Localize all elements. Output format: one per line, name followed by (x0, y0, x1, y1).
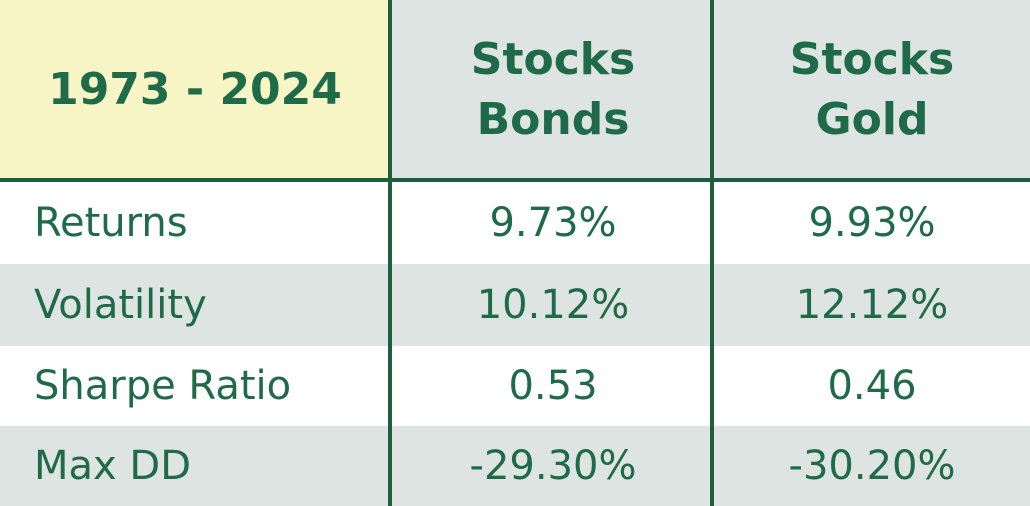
value-cell: 9.73% (392, 182, 714, 264)
column-header-line: Stocks (789, 34, 955, 85)
column-header-line: Stocks (470, 34, 636, 85)
row-label: Max DD (0, 426, 392, 506)
value-cell: 0.46 (714, 346, 1030, 426)
value-cell: 10.12% (392, 264, 714, 346)
column-header-line: Gold (815, 94, 929, 145)
value-cell: 12.12% (714, 264, 1030, 346)
value-cell: 9.93% (714, 182, 1030, 264)
corner-cell: 1973 - 2024 (0, 0, 390, 180)
row-label: Volatility (0, 264, 392, 346)
column-header: Stocks Gold (714, 0, 1030, 180)
value-cell: -29.30% (392, 426, 714, 506)
column-header-line: Bonds (476, 94, 630, 145)
period-label: 1973 - 2024 (48, 64, 342, 115)
value-cell: 0.53 (392, 346, 714, 426)
row-label: Sharpe Ratio (0, 346, 392, 426)
column-header: Stocks Bonds (392, 0, 714, 180)
row-label: Returns (0, 182, 392, 264)
header-divider (0, 178, 1030, 182)
value-cell: -30.20% (714, 426, 1030, 506)
column-divider (388, 0, 392, 506)
column-divider (710, 0, 714, 506)
